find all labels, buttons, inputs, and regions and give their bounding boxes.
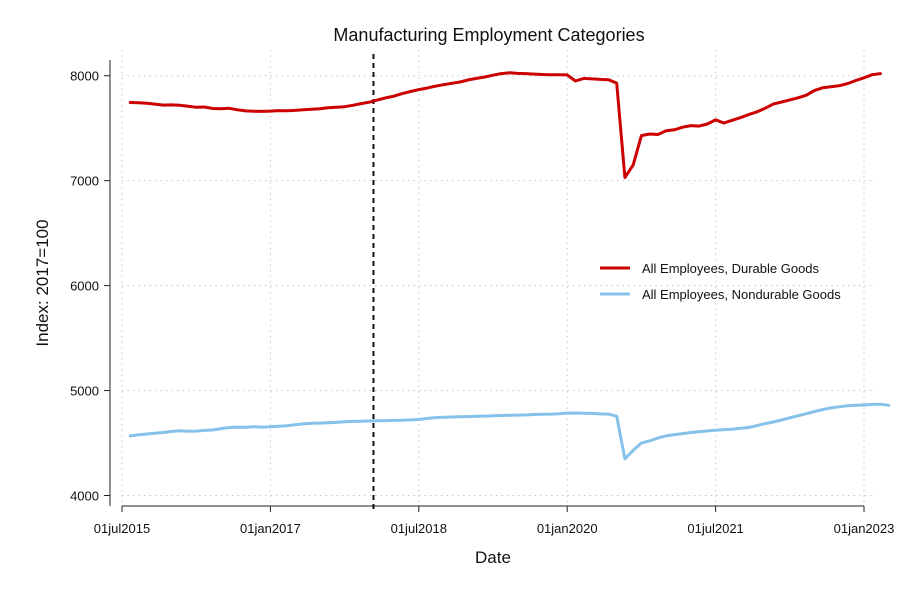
- y-tick-label: 8000: [70, 69, 99, 84]
- x-tick-label: 01jul2021: [687, 521, 743, 536]
- tick-labels: 4000 5000 6000 7000 8000 01jul2015 01jan2017 01…: [70, 69, 894, 536]
- series-line-nondurable: [128, 402, 891, 461]
- axes: [104, 60, 865, 512]
- legend: All Employees, Durable Goods All Employe…: [600, 261, 841, 302]
- series-lines: [128, 71, 891, 461]
- series-line-durable: [128, 71, 882, 179]
- x-tick-label: 01jul2018: [391, 521, 447, 536]
- y-tick-label: 5000: [70, 384, 99, 399]
- x-axis-title: Date: [475, 548, 511, 567]
- legend-label-nondurable: All Employees, Nondurable Goods: [642, 287, 841, 302]
- x-tick-label: 01jan2017: [240, 521, 301, 536]
- legend-label-durable: All Employees, Durable Goods: [642, 261, 820, 276]
- chart-title: Manufacturing Employment Categories: [333, 25, 644, 45]
- x-tick-label: 01jul2015: [94, 521, 150, 536]
- y-tick-label: 7000: [70, 174, 99, 189]
- y-tick-label: 6000: [70, 279, 99, 294]
- x-tick-label: 01jan2023: [834, 521, 895, 536]
- x-tick-label: 01jan2020: [537, 521, 598, 536]
- y-tick-label: 4000: [70, 489, 99, 504]
- grid-lines: [121, 50, 876, 506]
- y-axis-title: Index: 2017=100: [33, 219, 52, 346]
